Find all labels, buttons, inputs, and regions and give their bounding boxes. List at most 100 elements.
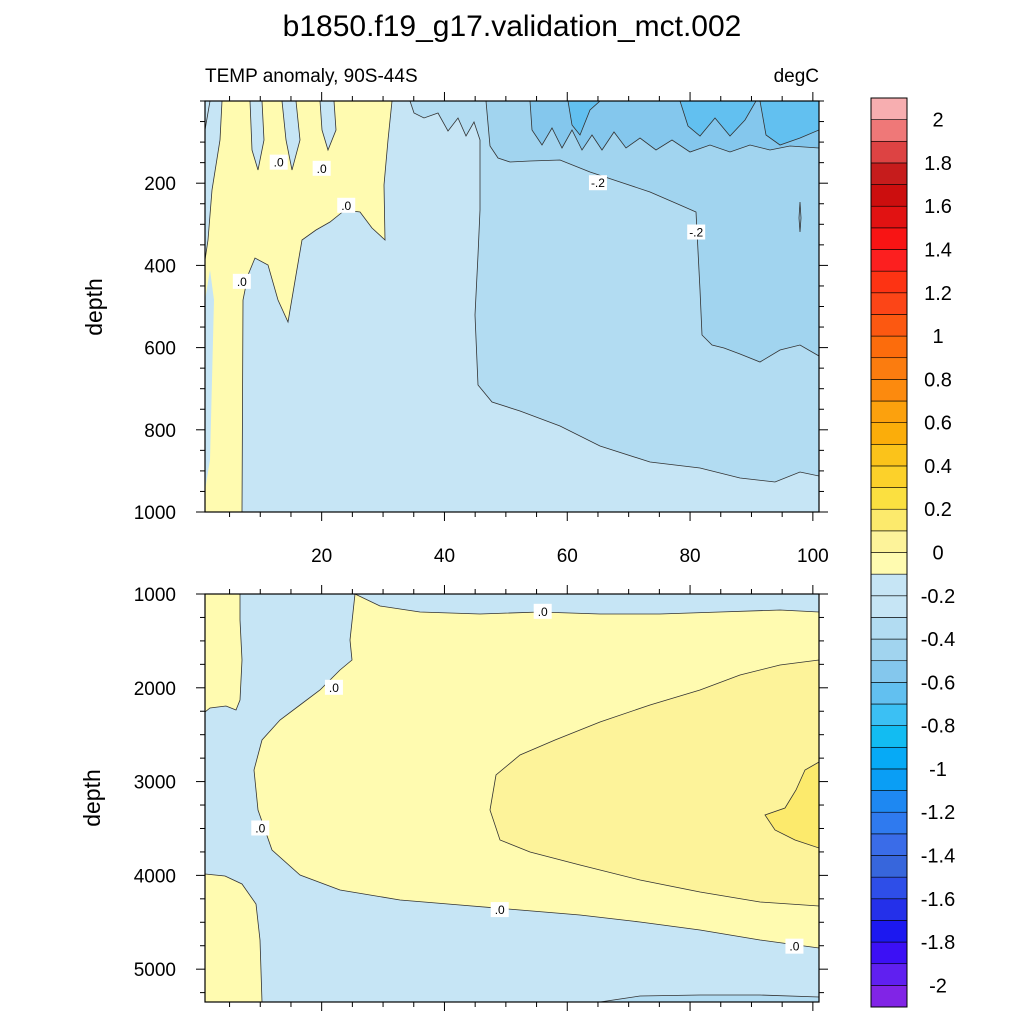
colorbar-swatch bbox=[870, 725, 908, 748]
colorbar-tick-label: 1.6 bbox=[924, 196, 952, 218]
contour-label-text: .0 bbox=[317, 162, 327, 176]
lower-region-pos3 bbox=[764, 761, 819, 849]
contour-label: .0 bbox=[490, 902, 509, 918]
contour-label-box bbox=[251, 820, 270, 836]
y-tick-label: 400 bbox=[144, 256, 176, 277]
left-label: TEMP anomaly, 90S-44S bbox=[205, 66, 418, 87]
colorbar-frame bbox=[870, 97, 908, 1008]
contour-label-box bbox=[687, 224, 706, 240]
y-tick-label: 600 bbox=[144, 339, 176, 360]
upper-panel: 200 400 600 800 1000 20 40 60 80 100 -.2 -.2 .0 .0.… bbox=[81, 92, 829, 567]
contour-label-box bbox=[269, 154, 288, 170]
colorbar-swatch bbox=[870, 227, 908, 250]
contour-label-text: .0 bbox=[329, 681, 339, 695]
colorbar-tick-label: 1.8 bbox=[924, 153, 952, 175]
contour-label-text: -.2 bbox=[591, 176, 605, 190]
contour-label-box bbox=[588, 175, 607, 191]
upper-region-neg-strip bbox=[205, 270, 214, 490]
upper-region-neg-patch bbox=[205, 101, 337, 261]
upper-region-neg2 bbox=[485, 101, 819, 363]
contour-label-box bbox=[232, 273, 251, 289]
contour-label-box bbox=[533, 603, 552, 619]
lower-region-left-bottom bbox=[205, 873, 263, 1002]
colorbar-swatch bbox=[870, 508, 908, 532]
colorbar-tick-label: -0.2 bbox=[921, 586, 955, 608]
colorbar-tick-label: -2 bbox=[929, 975, 947, 997]
contour-label-text: -.2 bbox=[689, 226, 703, 240]
colorbar-swatch bbox=[870, 379, 908, 402]
y-tick-label: 200 bbox=[144, 174, 176, 195]
y-tick-label: 1000 bbox=[134, 503, 176, 524]
colorbar-swatch bbox=[870, 292, 908, 315]
contour-label: .0 bbox=[251, 820, 270, 836]
colorbar-swatch bbox=[870, 119, 908, 142]
lower-frame bbox=[204, 593, 820, 1003]
colorbar-tick-label: 0.8 bbox=[924, 369, 952, 391]
contour-label: .0 bbox=[324, 679, 343, 695]
colorbar-tick-label: -1.2 bbox=[921, 802, 955, 824]
colorbar-tick-label: 0 bbox=[932, 543, 943, 565]
contour-label-text: .0 bbox=[538, 605, 548, 619]
x-tick-label: 100 bbox=[797, 546, 829, 567]
contour-label-text: .0 bbox=[495, 903, 505, 917]
colorbar-swatch bbox=[870, 530, 908, 553]
colorbar-swatch bbox=[870, 270, 908, 294]
lower-x-ticks bbox=[229, 585, 814, 1011]
colorbar-tick-label: -1 bbox=[929, 759, 947, 781]
colorbar-swatch bbox=[870, 314, 908, 337]
contour-label: .0 bbox=[533, 603, 552, 619]
colorbar-swatch bbox=[870, 617, 908, 640]
upper-y-axis-label: depth bbox=[81, 278, 107, 336]
colorbar-tick-label: 1 bbox=[932, 326, 943, 348]
colorbar-swatch bbox=[870, 205, 908, 229]
colorbar-tick-label: -0.8 bbox=[921, 716, 955, 738]
upper-y-ticks: 200 400 600 800 1000 bbox=[134, 100, 828, 524]
upper-contour-extra bbox=[798, 201, 802, 233]
y-tick-label: 4000 bbox=[134, 866, 176, 887]
x-tick-label: 40 bbox=[434, 546, 455, 567]
upper-region-neg4 bbox=[567, 101, 819, 146]
contour-label: .0 bbox=[312, 160, 331, 176]
contour-label-box bbox=[490, 902, 509, 918]
colorbar-swatch bbox=[870, 876, 908, 900]
colorbar-swatch bbox=[870, 140, 908, 164]
y-tick-label: 3000 bbox=[134, 773, 176, 794]
contour-label-box bbox=[337, 197, 356, 213]
contour-label-text: .0 bbox=[274, 156, 284, 170]
colorbar-tick-label: -0.4 bbox=[921, 629, 955, 651]
lower-contour-labels: .0 .0 .0 .0 .0 bbox=[251, 603, 804, 954]
colorbar-swatch bbox=[870, 184, 908, 207]
colorbar-labels: 2 1.8 1.6 1.4 1.2 1 0.8 0.6 0.4 0.2 0 -0.2 -0.4 -0.6 -… bbox=[921, 110, 955, 998]
colorbar-tick-label: 0.2 bbox=[924, 499, 952, 521]
contour-label-text: .0 bbox=[237, 275, 247, 289]
colorbar-swatch bbox=[870, 898, 908, 921]
lower-region-left-strip bbox=[205, 594, 243, 713]
colorbar-tick-label: 2 bbox=[932, 110, 943, 132]
y-tick-label: 1000 bbox=[134, 585, 176, 606]
colorbar-swatch bbox=[870, 249, 908, 272]
upper-contour-labels: -.2 -.2 .0 .0 .0 .0 bbox=[232, 154, 706, 289]
colorbar-swatch bbox=[870, 811, 908, 835]
contour-label: -.2 bbox=[588, 175, 607, 191]
colorbar-swatch bbox=[870, 941, 908, 965]
lower-y-axis-label: depth bbox=[79, 769, 105, 827]
contour-label-text: .0 bbox=[341, 199, 351, 213]
colorbar-swatch bbox=[870, 833, 908, 856]
contour-label-box bbox=[785, 938, 804, 954]
colorbar-swatch bbox=[870, 963, 908, 986]
contour-label: .0 bbox=[785, 938, 804, 954]
chart-title: b1850.f19_g17.validation_mct.002 bbox=[283, 10, 742, 43]
colorbar-tick-label: -1.6 bbox=[921, 889, 955, 911]
colorbar-swatch bbox=[870, 703, 908, 726]
colorbar-swatch bbox=[870, 97, 908, 120]
colorbar-tick-label: -1.4 bbox=[921, 846, 955, 868]
x-tick-label: 60 bbox=[557, 546, 578, 567]
colorbar-tick-label: 1.2 bbox=[924, 283, 952, 305]
colorbar-swatch bbox=[870, 855, 908, 878]
colorbar-swatch bbox=[870, 790, 908, 813]
contour-label-text: .0 bbox=[789, 940, 799, 954]
colorbar-swatch bbox=[870, 595, 908, 618]
colorbar-swatch bbox=[870, 682, 908, 705]
y-tick-label: 5000 bbox=[134, 960, 176, 981]
